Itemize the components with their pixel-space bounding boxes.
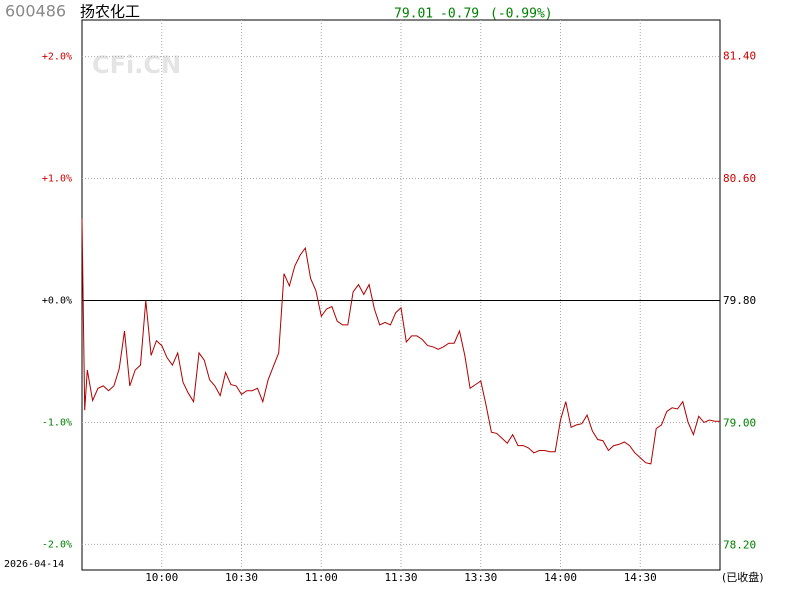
change: -0.79: [440, 7, 479, 22]
x-tick-label: 14:00: [544, 571, 577, 584]
date: 2026-04-14: [4, 559, 64, 570]
y-tick-label: +2.0%: [42, 52, 72, 63]
y-tick-label: -1.0%: [42, 417, 72, 428]
status: (已收盘): [722, 570, 764, 584]
y2-tick-label: 78.20: [723, 539, 756, 552]
price: 79.01: [394, 7, 433, 22]
y2-tick-label: 81.40: [723, 50, 756, 63]
change-pct: (-0.99%): [490, 7, 553, 22]
y2-tick-label: 79.80: [723, 294, 756, 307]
y2-tick-label: 80.60: [723, 172, 756, 185]
watermark: CFi.CN: [92, 51, 181, 79]
x-tick-label: 11:30: [384, 571, 417, 584]
price-line: [81, 218, 720, 465]
stock-code: 600486: [5, 2, 66, 21]
x-tick-label: 13:30: [464, 571, 497, 584]
x-tick-label: 14:30: [624, 571, 657, 584]
x-tick-label: 11:00: [305, 571, 338, 584]
x-tick-label: 10:30: [225, 571, 258, 584]
x-tick-label: 10:00: [145, 571, 178, 584]
y2-tick-label: 79.00: [723, 416, 756, 429]
stock-name: 扬农化工: [80, 3, 140, 21]
y-tick-label: -2.0%: [42, 539, 72, 550]
y-tick-label: +1.0%: [42, 174, 72, 185]
y-tick-label: +0.0%: [42, 295, 72, 306]
